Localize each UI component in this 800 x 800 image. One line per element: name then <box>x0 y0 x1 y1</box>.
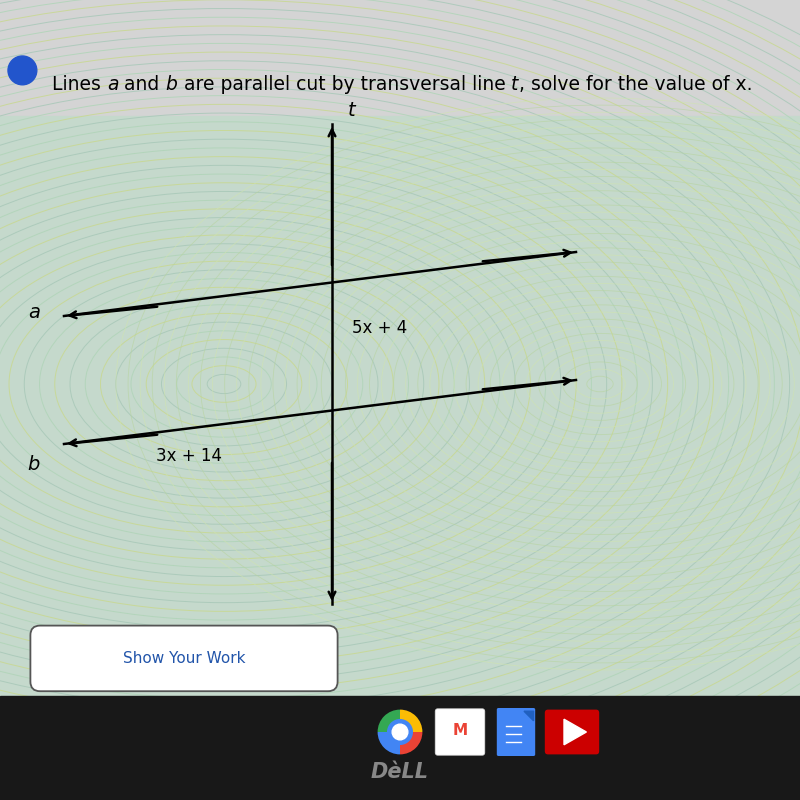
Text: t: t <box>511 74 518 94</box>
Text: are parallel cut by transversal line: are parallel cut by transversal line <box>178 74 511 94</box>
Bar <box>0 696 800 800</box>
Wedge shape <box>400 732 422 754</box>
Text: DèLL: DèLL <box>371 762 429 782</box>
Wedge shape <box>378 732 400 754</box>
Text: b: b <box>28 454 40 474</box>
Text: b: b <box>166 74 178 94</box>
Bar <box>0 116 800 696</box>
Polygon shape <box>564 719 586 745</box>
Circle shape <box>392 724 408 740</box>
FancyBboxPatch shape <box>497 708 535 756</box>
Text: 5x + 4: 5x + 4 <box>352 319 407 337</box>
FancyBboxPatch shape <box>30 626 338 691</box>
Wedge shape <box>400 710 422 732</box>
Text: a: a <box>28 302 40 322</box>
Text: 3x + 14: 3x + 14 <box>156 447 222 465</box>
Text: M: M <box>453 723 467 738</box>
Polygon shape <box>524 711 534 721</box>
Text: , solve for the value of x.: , solve for the value of x. <box>518 74 752 94</box>
Bar <box>0 0 800 116</box>
Circle shape <box>8 56 37 85</box>
FancyBboxPatch shape <box>435 709 485 755</box>
Circle shape <box>388 720 412 744</box>
Text: Lines: Lines <box>52 74 107 94</box>
FancyBboxPatch shape <box>545 710 599 754</box>
Text: a: a <box>107 74 118 94</box>
Text: Show Your Work: Show Your Work <box>122 651 246 666</box>
Text: t: t <box>348 101 356 120</box>
Wedge shape <box>378 710 400 732</box>
Text: and: and <box>118 74 166 94</box>
